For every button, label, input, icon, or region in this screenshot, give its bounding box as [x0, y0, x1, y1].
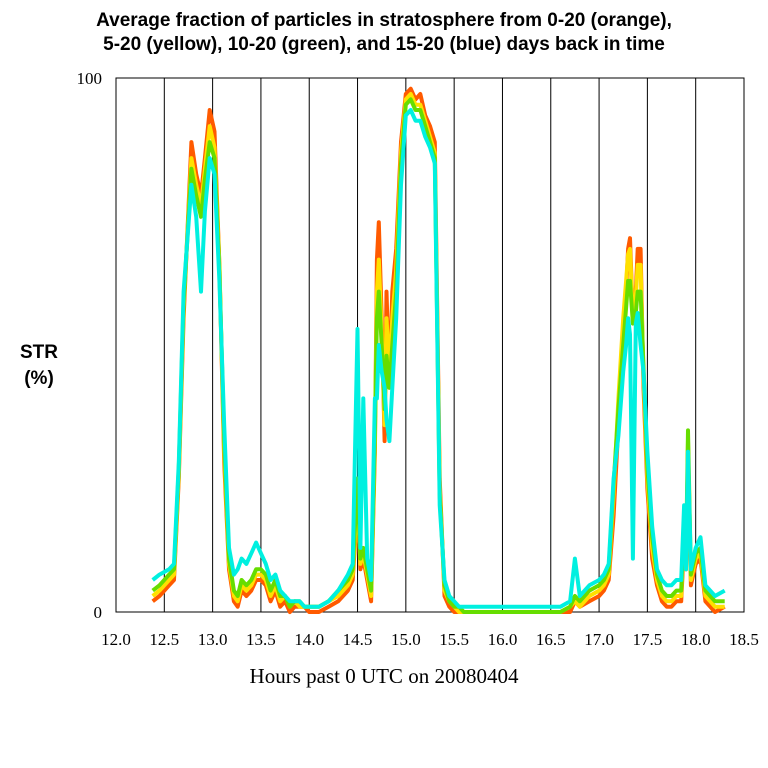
- y-axis-label-line-2: (%): [24, 368, 54, 389]
- x-tick-label: 14.5: [343, 630, 373, 649]
- x-tick-label: 12.0: [101, 630, 131, 649]
- x-tick-label: 16.5: [536, 630, 566, 649]
- x-tick-label: 14.0: [294, 630, 324, 649]
- x-tick-label: 12.5: [149, 630, 179, 649]
- x-tick-label: 15.5: [439, 630, 469, 649]
- x-tick-label: 15.0: [391, 630, 421, 649]
- y-axis-label-line-1: STR: [20, 342, 58, 363]
- series-line-4: [151, 108, 726, 609]
- chart-title-line-2: 5-20 (yellow), 10-20 (green), and 15-20 …: [103, 34, 665, 55]
- x-tick-label: 18.5: [729, 630, 759, 649]
- chart-title-line-1: Average fraction of particles in stratos…: [96, 10, 672, 31]
- x-tick-label: 13.0: [198, 630, 228, 649]
- x-tick-label: 17.0: [584, 630, 614, 649]
- x-tick-label: 16.0: [488, 630, 518, 649]
- vertical-grid: [163, 78, 697, 612]
- y-tick-labels: 0 100: [77, 69, 103, 622]
- plot-frame: [115, 77, 745, 613]
- x-tick-label: 17.5: [633, 630, 663, 649]
- x-tick-labels: 12.0 12.5 13.0 13.5 14.0 14.5 15.0 15.5 16.0 16.5…: [101, 630, 759, 649]
- data-series: [151, 86, 726, 614]
- x-tick-label: 18.0: [681, 630, 711, 649]
- x-axis-label: Hours past 0 UTC on 20080404: [249, 664, 519, 688]
- y-tick-label: 100: [77, 69, 103, 88]
- y-tick-label: 0: [94, 603, 103, 622]
- x-tick-label: 13.5: [246, 630, 276, 649]
